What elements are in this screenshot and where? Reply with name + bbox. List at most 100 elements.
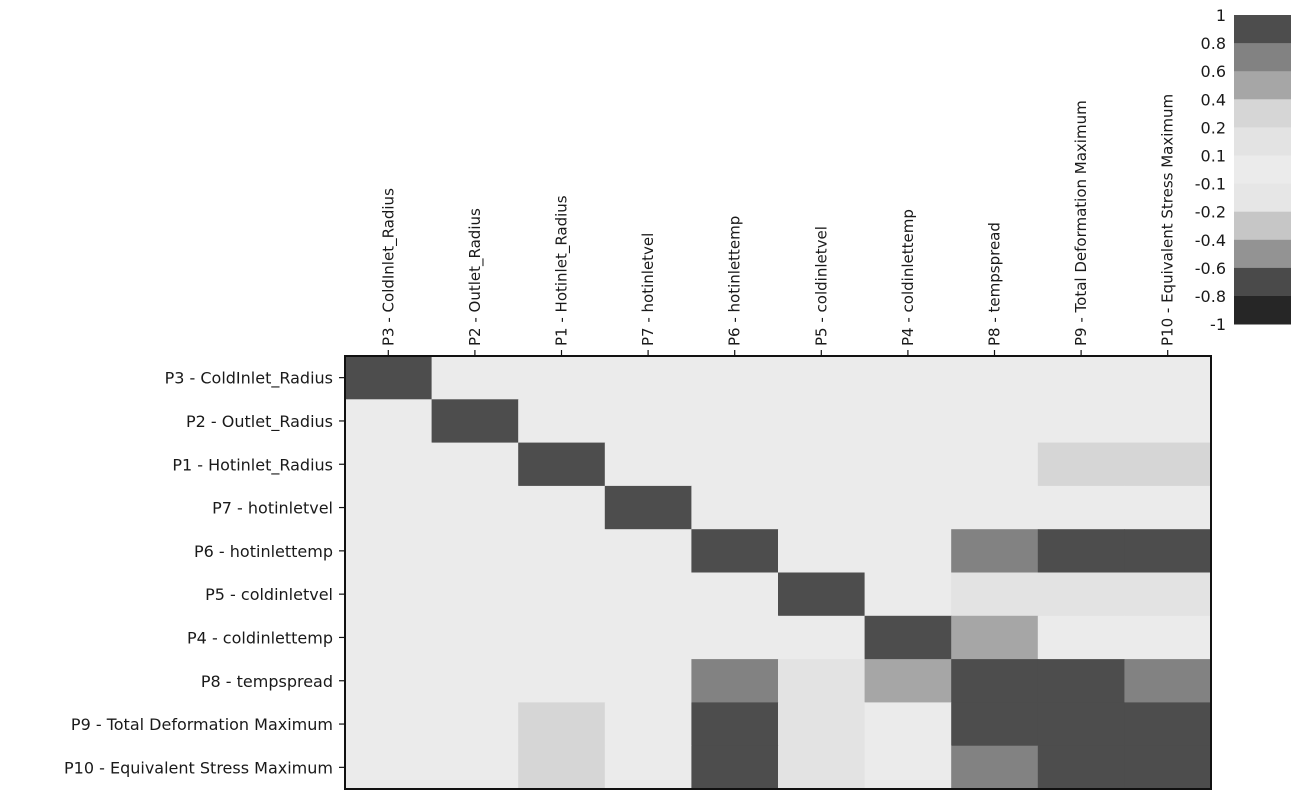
column-label: P3 - ColdInlet_Radius [379,188,398,346]
heatmap-cell [778,485,866,530]
heatmap-cell [778,399,866,444]
colorbar-swatch [1234,183,1291,213]
heatmap-cell [864,399,952,444]
heatmap-cell [864,356,952,400]
heatmap-cell [431,702,519,747]
heatmap-cell [951,572,1039,617]
row-label: P4 - coldinlettemp [187,628,333,647]
heatmap-cell [1037,745,1125,790]
heatmap-cell [431,572,519,617]
heatmap-cell [431,529,519,573]
colorbar-label: 1 [1216,6,1226,25]
heatmap-cell [518,659,606,703]
heatmap-cell [778,702,866,747]
row-label: P6 - hotinlettemp [194,542,333,561]
colorbar-swatch [1234,296,1291,325]
column-label: P8 - tempspread [986,222,1004,346]
heatmap-cell [691,442,779,487]
heatmap-cell [864,702,952,747]
heatmap-cell [778,356,866,400]
colorbar-label: -0.2 [1195,203,1226,222]
heatmap-cell [1037,659,1125,703]
heatmap-cell [345,572,433,617]
colorbar-label: -0.1 [1195,175,1226,194]
colorbar-label: 0.1 [1201,147,1226,166]
heatmap-cell [1124,702,1212,747]
colorbar-swatch [1234,43,1291,72]
heatmap-cell [431,745,519,790]
heatmap-cell [604,572,692,617]
heatmap-cell [778,659,866,703]
heatmap-cell [1124,356,1212,400]
heatmap-cell [864,615,952,660]
heatmap-cell [345,702,433,747]
heatmap-cell [1124,442,1212,487]
colorbar-label: 0.2 [1201,118,1226,137]
column-label: P7 - hotinletvel [639,233,657,346]
heatmap-cell [345,442,433,487]
heatmap-cell [864,529,952,573]
colorbar-swatch [1234,211,1291,241]
heatmap-cell [1037,399,1125,444]
heatmap-cell [1124,529,1212,573]
heatmap-cell [604,659,692,703]
heatmap-cell [345,659,433,703]
heatmap-cell [345,615,433,660]
heatmap-cell [345,399,433,444]
heatmap-cell [518,485,606,530]
row-label: P10 - Equivalent Stress Maximum [64,758,333,777]
heatmap-cell [1124,615,1212,660]
heatmap-cell [951,702,1039,747]
heatmap-cell [778,572,866,617]
heatmap-cells [345,356,1212,790]
heatmap-cell [1037,442,1125,487]
heatmap-cell [345,529,433,573]
colorbar-label: 0.8 [1201,34,1226,53]
heatmap-cell [691,356,779,400]
row-labels: P3 - ColdInlet_Radius P2 - Outlet_Radius P… [64,369,333,778]
heatmap-cell [864,745,952,790]
heatmap-cell [691,572,779,617]
heatmap-cell [604,745,692,790]
heatmap-cell [778,745,866,790]
colorbar-label: -1 [1210,315,1226,334]
colorbar-swatch [1234,239,1291,269]
heatmap-cell [1124,659,1212,703]
heatmap-cell [864,659,952,703]
row-label: P8 - tempspread [201,672,333,691]
colorbar-label: 0.4 [1201,90,1226,109]
heatmap-cell [691,615,779,660]
colorbar-swatch [1234,99,1291,128]
colorbar-swatch [1234,267,1291,297]
colorbar-label: -0.8 [1195,287,1226,306]
heatmap-cell [604,529,692,573]
heatmap-cell [518,615,606,660]
heatmap-cell [1124,399,1212,444]
heatmap-cell [431,442,519,487]
heatmap-cell [345,485,433,530]
heatmap-cell [951,485,1039,530]
heatmap-cell [691,399,779,444]
colorbar-swatch [1234,15,1291,44]
heatmap-cell [345,745,433,790]
heatmap-cell [604,356,692,400]
colorbar-labels: 1 0.8 0.6 0.4 0.2 0.1 -0.1 -0.2 -0.4 -0.6 -0.8 -1 [1195,6,1226,334]
heatmap-cell [604,615,692,660]
heatmap-cell [951,529,1039,573]
heatmap-cell [604,442,692,487]
colorbar-swatch [1234,71,1291,100]
heatmap-cell [691,745,779,790]
column-label: P6 - hotinlettemp [726,216,744,346]
heatmap-cell [604,485,692,530]
colorbar-swatch [1234,127,1291,156]
heatmap-cell [431,399,519,444]
heatmap-cell [431,356,519,400]
column-label: P9 - Total Deformation Maximum [1072,100,1090,346]
column-label: P1 - Hotinlet_Radius [553,195,572,346]
column-label: P4 - coldinlettemp [899,209,917,346]
heatmap-cell [604,399,692,444]
row-label: P3 - ColdInlet_Radius [165,369,333,389]
heatmap-cell [518,356,606,400]
row-label: P1 - Hotinlet_Radius [172,455,333,475]
